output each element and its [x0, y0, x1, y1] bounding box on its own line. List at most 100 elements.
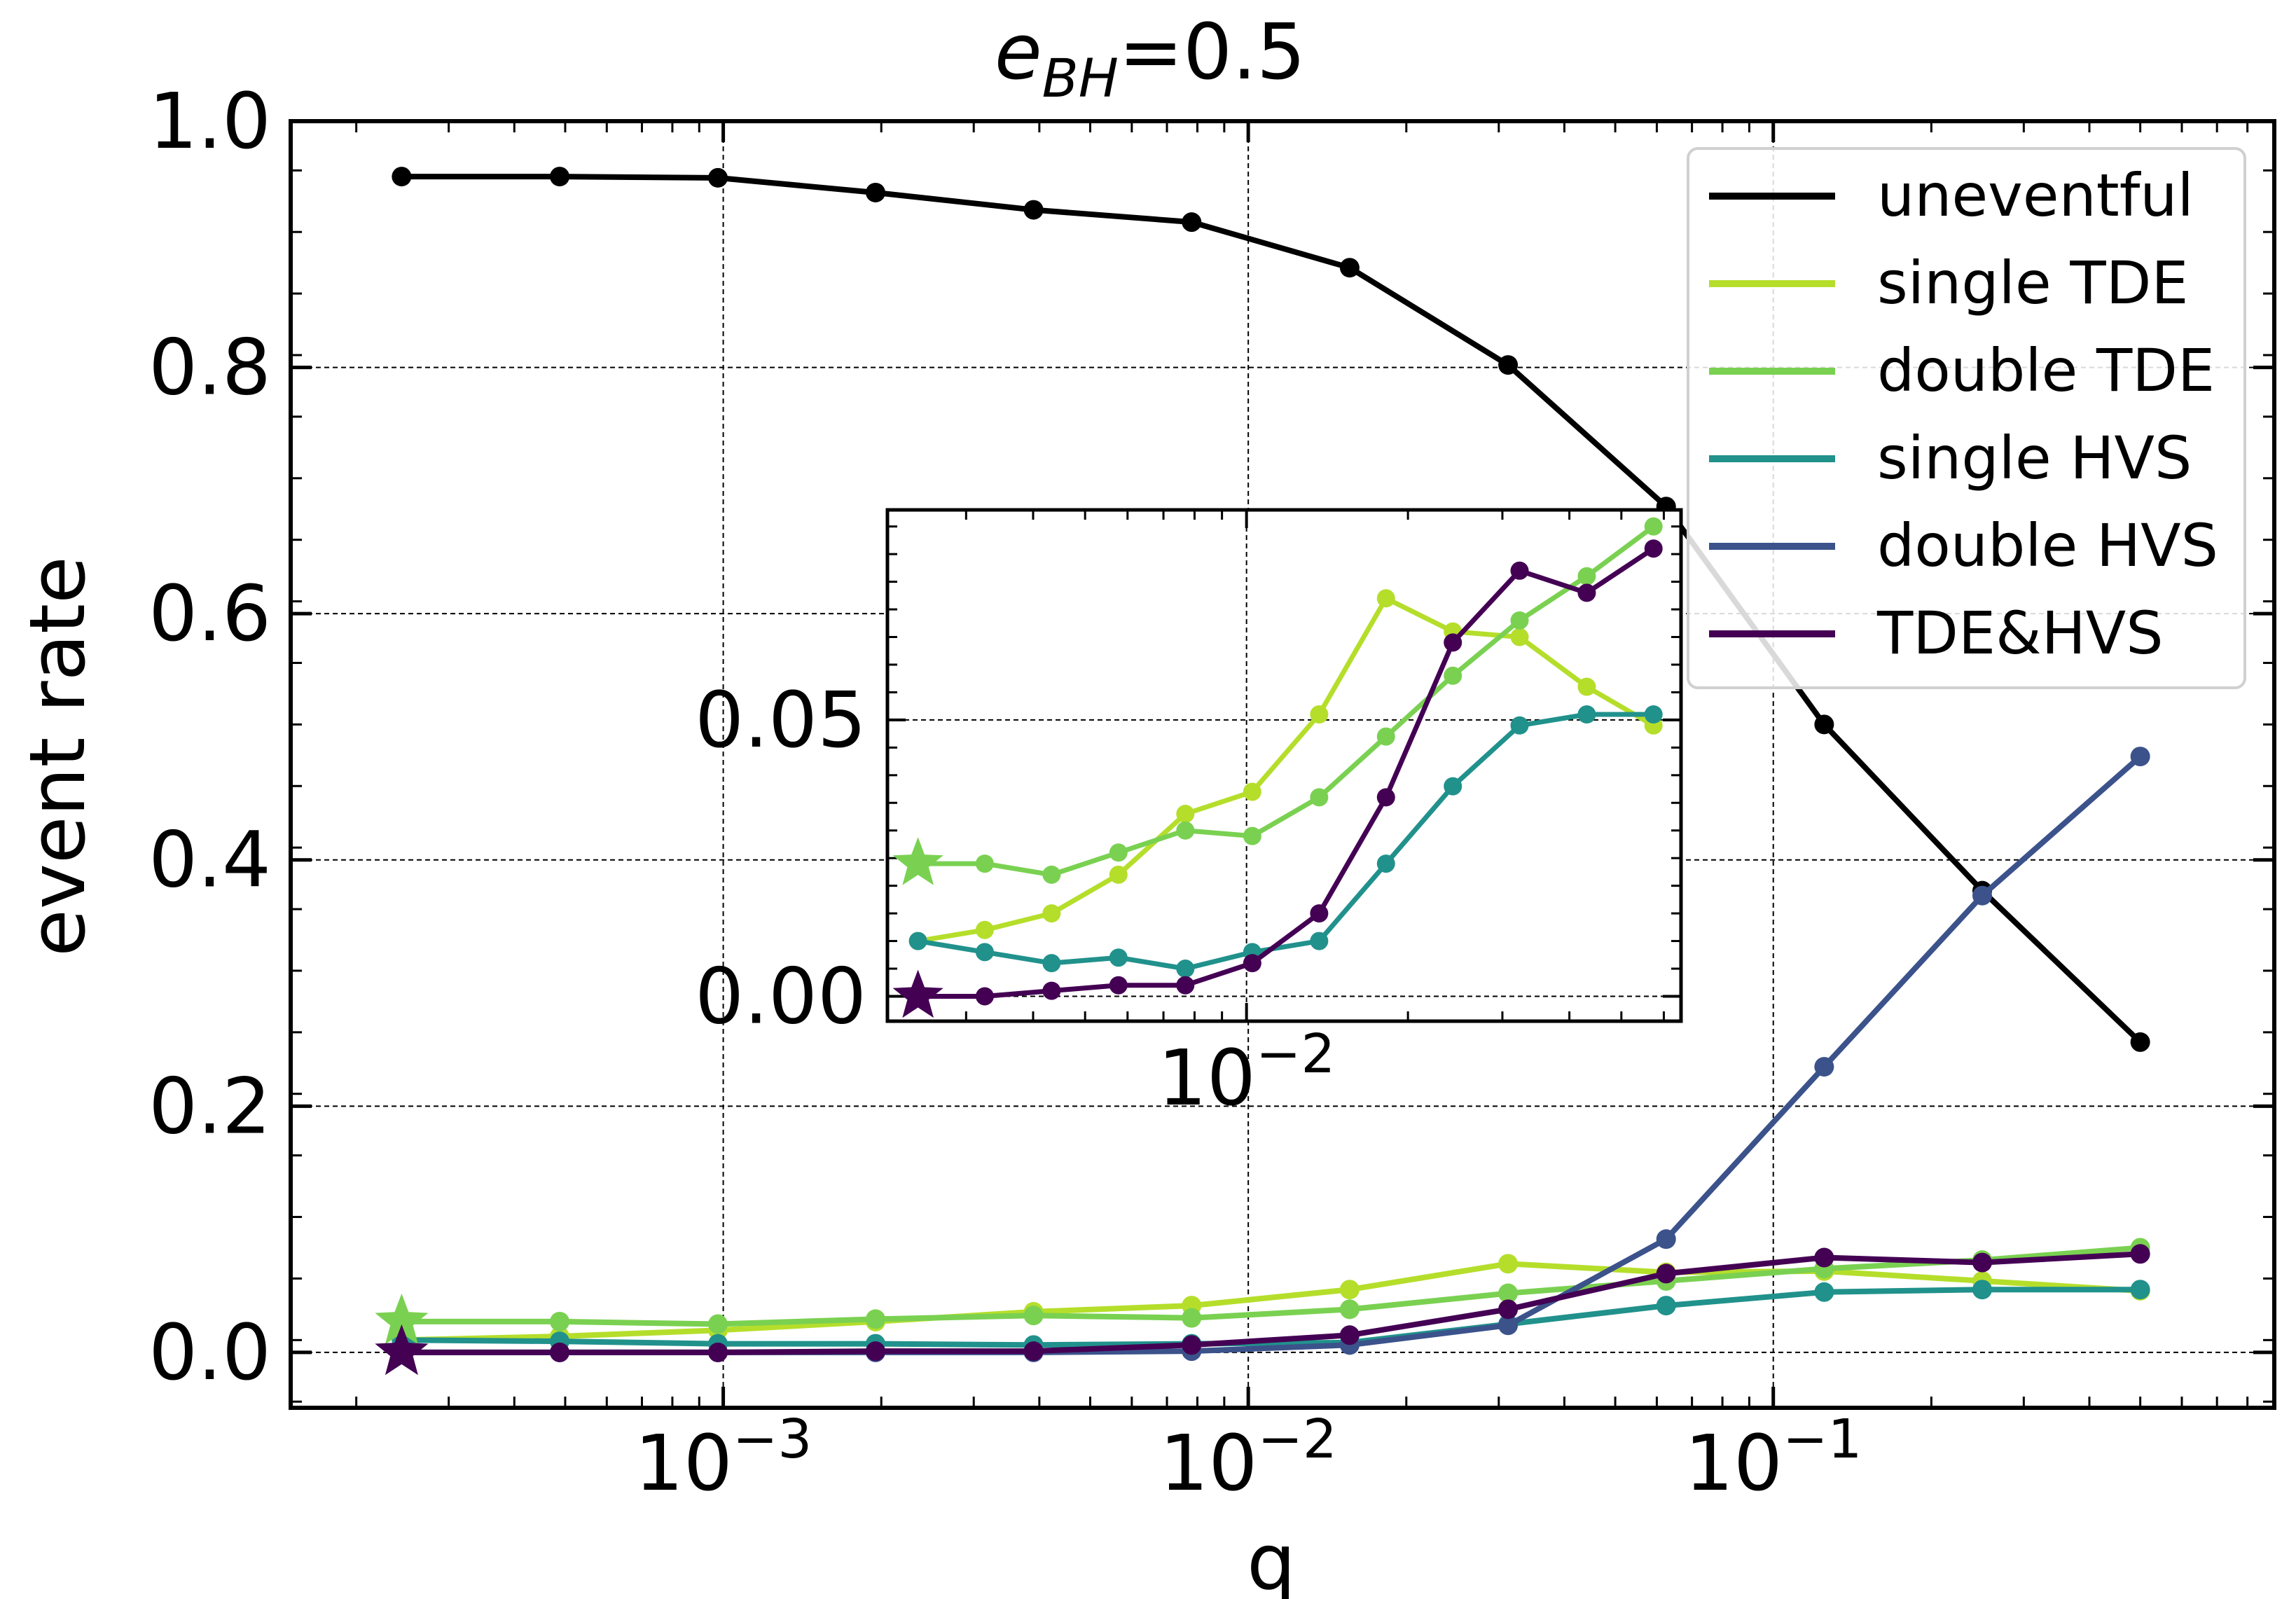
data-point-single-hvs — [1656, 1296, 1676, 1316]
inset-data-point-double-tde — [1310, 788, 1329, 807]
inset-data-point-tde-and-hvs — [1176, 976, 1195, 995]
data-point-double-hvs — [1972, 885, 1993, 906]
title-subscript: BH — [1042, 47, 1119, 109]
y-tick-label: 1.0 — [148, 76, 271, 166]
data-point-tde-and-hvs — [1814, 1247, 1834, 1268]
inset-data-point-double-tde — [1577, 567, 1596, 586]
inset-data-point-single-hvs — [908, 932, 927, 950]
inset-plot: 0.00 0.05 10−2 — [695, 508, 1683, 1123]
inset-data-point-tde-and-hvs — [1577, 583, 1596, 602]
inset-data-point-single-hvs — [1109, 948, 1128, 967]
data-point-double-hvs — [1656, 1229, 1676, 1250]
inset-series-single-tde — [908, 589, 1663, 950]
inset-data-point-double-tde — [1376, 727, 1395, 746]
inset-data-point-double-tde — [1109, 843, 1128, 862]
series-uneventful — [392, 167, 2150, 1052]
inset-data-point-single-hvs — [1310, 932, 1329, 950]
data-point-tde-and-hvs — [1656, 1264, 1676, 1284]
data-point-single-tde — [1339, 1280, 1360, 1300]
data-point-tde-and-hvs — [2130, 1244, 2150, 1264]
series-line-single-tde — [401, 1261, 2141, 1343]
legend-label: uneventful — [1877, 161, 2194, 230]
inset-data-point-single-tde — [1577, 677, 1596, 696]
start-marker-double-tde — [375, 1293, 429, 1345]
start-marker-tde-and-hvs — [375, 1324, 429, 1376]
inset-data-point-single-tde — [1109, 865, 1128, 884]
inset-y-tick-label: 0.00 — [695, 951, 866, 1041]
inset-y-tick-label: 0.05 — [695, 675, 866, 765]
data-point-tde-and-hvs — [1182, 1335, 1202, 1355]
inset-data-point-tde-and-hvs — [1644, 539, 1663, 558]
inset-data-point-tde-and-hvs — [1376, 788, 1395, 807]
legend-item-double-hvs: double HVS — [1709, 511, 2218, 580]
data-point-single-hvs — [2130, 1280, 2150, 1300]
y-tick-label: 0.8 — [148, 323, 271, 413]
inset-data-point-single-hvs — [1444, 777, 1462, 796]
main-tick-labels: 0.0 0.2 0.4 0.6 0.8 1.0 10−3 10−2 10−1 — [148, 76, 1862, 1508]
inset-tick-labels: 0.00 0.05 10−2 — [695, 675, 1335, 1123]
legend-item-uneventful: uneventful — [1709, 161, 2194, 230]
inset-data-point-double-tde — [1444, 666, 1462, 685]
legend-label: single HVS — [1877, 424, 2192, 492]
data-point-uneventful — [2130, 1032, 2150, 1052]
inset-data-point-double-tde — [975, 854, 994, 873]
data-point-double-tde — [1182, 1308, 1202, 1328]
inset-series-line-single-tde — [918, 595, 1655, 944]
inset-data-point-double-tde — [1644, 517, 1663, 536]
inset-data-point-double-tde — [1042, 865, 1061, 884]
data-point-uneventful — [550, 167, 570, 187]
title-base: e — [995, 7, 1042, 97]
x-tick-label: 10−3 — [635, 1408, 812, 1508]
inset-start-marker-tde-and-hvs — [892, 969, 943, 1018]
inset-data-point-double-tde — [1176, 821, 1195, 840]
inset-data-point-tde-and-hvs — [1109, 976, 1128, 995]
data-point-single-tde — [1498, 1254, 1519, 1274]
legend-item-double-tde: double TDE — [1709, 336, 2215, 405]
data-point-tde-and-hvs — [1972, 1252, 1993, 1273]
series-line-double-tde — [401, 1245, 2141, 1327]
inset-data-point-single-hvs — [1176, 960, 1195, 978]
inset-data-point-single-tde — [1310, 705, 1329, 724]
data-point-double-tde — [1023, 1306, 1044, 1326]
inset-x-tick-label: 10−2 — [1158, 1023, 1336, 1123]
inset-data-point-tde-and-hvs — [1310, 904, 1329, 923]
inset-data-point-single-tde — [975, 920, 994, 939]
inset-frame — [885, 508, 1683, 1023]
data-point-single-hvs — [1972, 1280, 1993, 1300]
data-point-uneventful — [1339, 258, 1360, 278]
data-point-double-tde — [550, 1311, 570, 1331]
inset-data-point-tde-and-hvs — [1510, 561, 1529, 580]
y-tick-label: 0.6 — [148, 569, 271, 658]
y-tick-label: 0.4 — [148, 815, 271, 905]
inset-data-point-double-tde — [1510, 611, 1529, 630]
data-point-tde-and-hvs — [708, 1342, 728, 1362]
data-point-uneventful — [392, 167, 412, 187]
title-rest: =0.5 — [1119, 7, 1306, 97]
series-line-tde-and-hvs — [401, 1251, 2141, 1355]
main-series — [375, 167, 2150, 1376]
series-line-single-hvs — [401, 1287, 2141, 1348]
data-point-double-tde — [708, 1314, 728, 1334]
inset-data-point-single-hvs — [1376, 854, 1395, 873]
data-point-uneventful — [865, 182, 885, 202]
data-point-uneventful — [1023, 200, 1044, 220]
inset-data-point-single-hvs — [1042, 954, 1061, 973]
inset-data-point-tde-and-hvs — [1444, 633, 1462, 652]
inset-data-point-single-tde — [1042, 904, 1061, 923]
inset-series — [892, 517, 1663, 1018]
data-point-uneventful — [1498, 355, 1519, 375]
data-point-tde-and-hvs — [1023, 1341, 1044, 1362]
inset-data-point-double-tde — [1243, 826, 1261, 845]
data-point-double-hvs — [1814, 1057, 1834, 1077]
y-tick-label: 0.0 — [148, 1308, 271, 1397]
x-tick-label: 10−2 — [1159, 1408, 1337, 1508]
y-tick-label: 0.2 — [148, 1061, 271, 1151]
x-axis-label: q — [1247, 1517, 1296, 1599]
inset-series-line-double-tde — [918, 524, 1655, 878]
series-line-uneventful — [401, 174, 2143, 1044]
inset-data-point-tde-and-hvs — [975, 987, 994, 1006]
data-point-uneventful — [1814, 714, 1834, 735]
inset-data-point-single-hvs — [1510, 716, 1529, 735]
inset-start-marker-double-tde — [892, 837, 943, 885]
